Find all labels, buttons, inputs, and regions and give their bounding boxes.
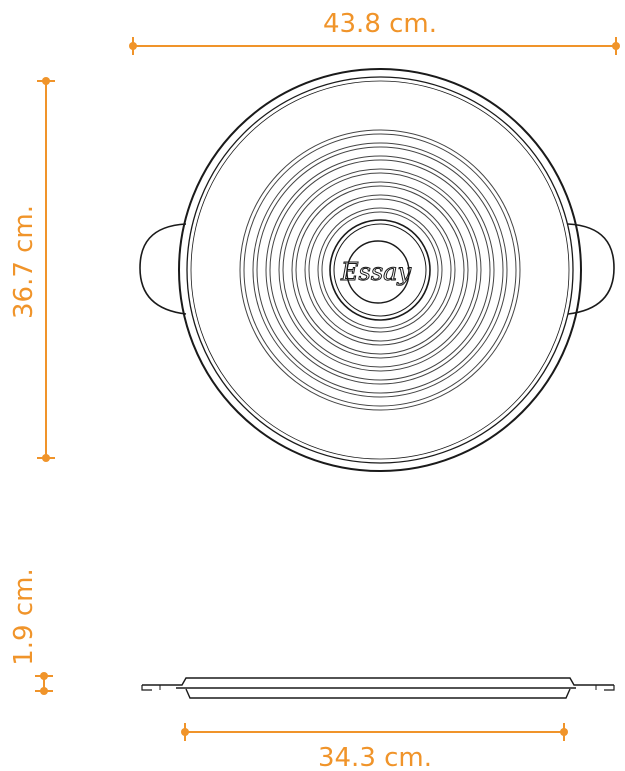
concentric-ridges xyxy=(239,129,521,411)
height-dimension: 36.7 cm. xyxy=(9,77,55,462)
lid-side-view xyxy=(141,677,615,699)
depth-label: 1.9 cm. xyxy=(9,568,39,666)
depth-dimension: 1.9 cm. xyxy=(9,568,53,695)
base-label: 34.3 cm. xyxy=(318,743,432,771)
width-label: 43.8 cm. xyxy=(323,9,437,39)
brand-logo: Essay xyxy=(340,258,411,286)
height-label: 36.7 cm. xyxy=(9,205,39,319)
width-dimension: 43.8 cm. xyxy=(129,9,620,55)
left-handle xyxy=(139,223,187,315)
base-dimension: 34.3 cm. xyxy=(181,723,568,771)
lid-top-view: Essay xyxy=(139,68,615,472)
right-handle xyxy=(567,223,615,315)
